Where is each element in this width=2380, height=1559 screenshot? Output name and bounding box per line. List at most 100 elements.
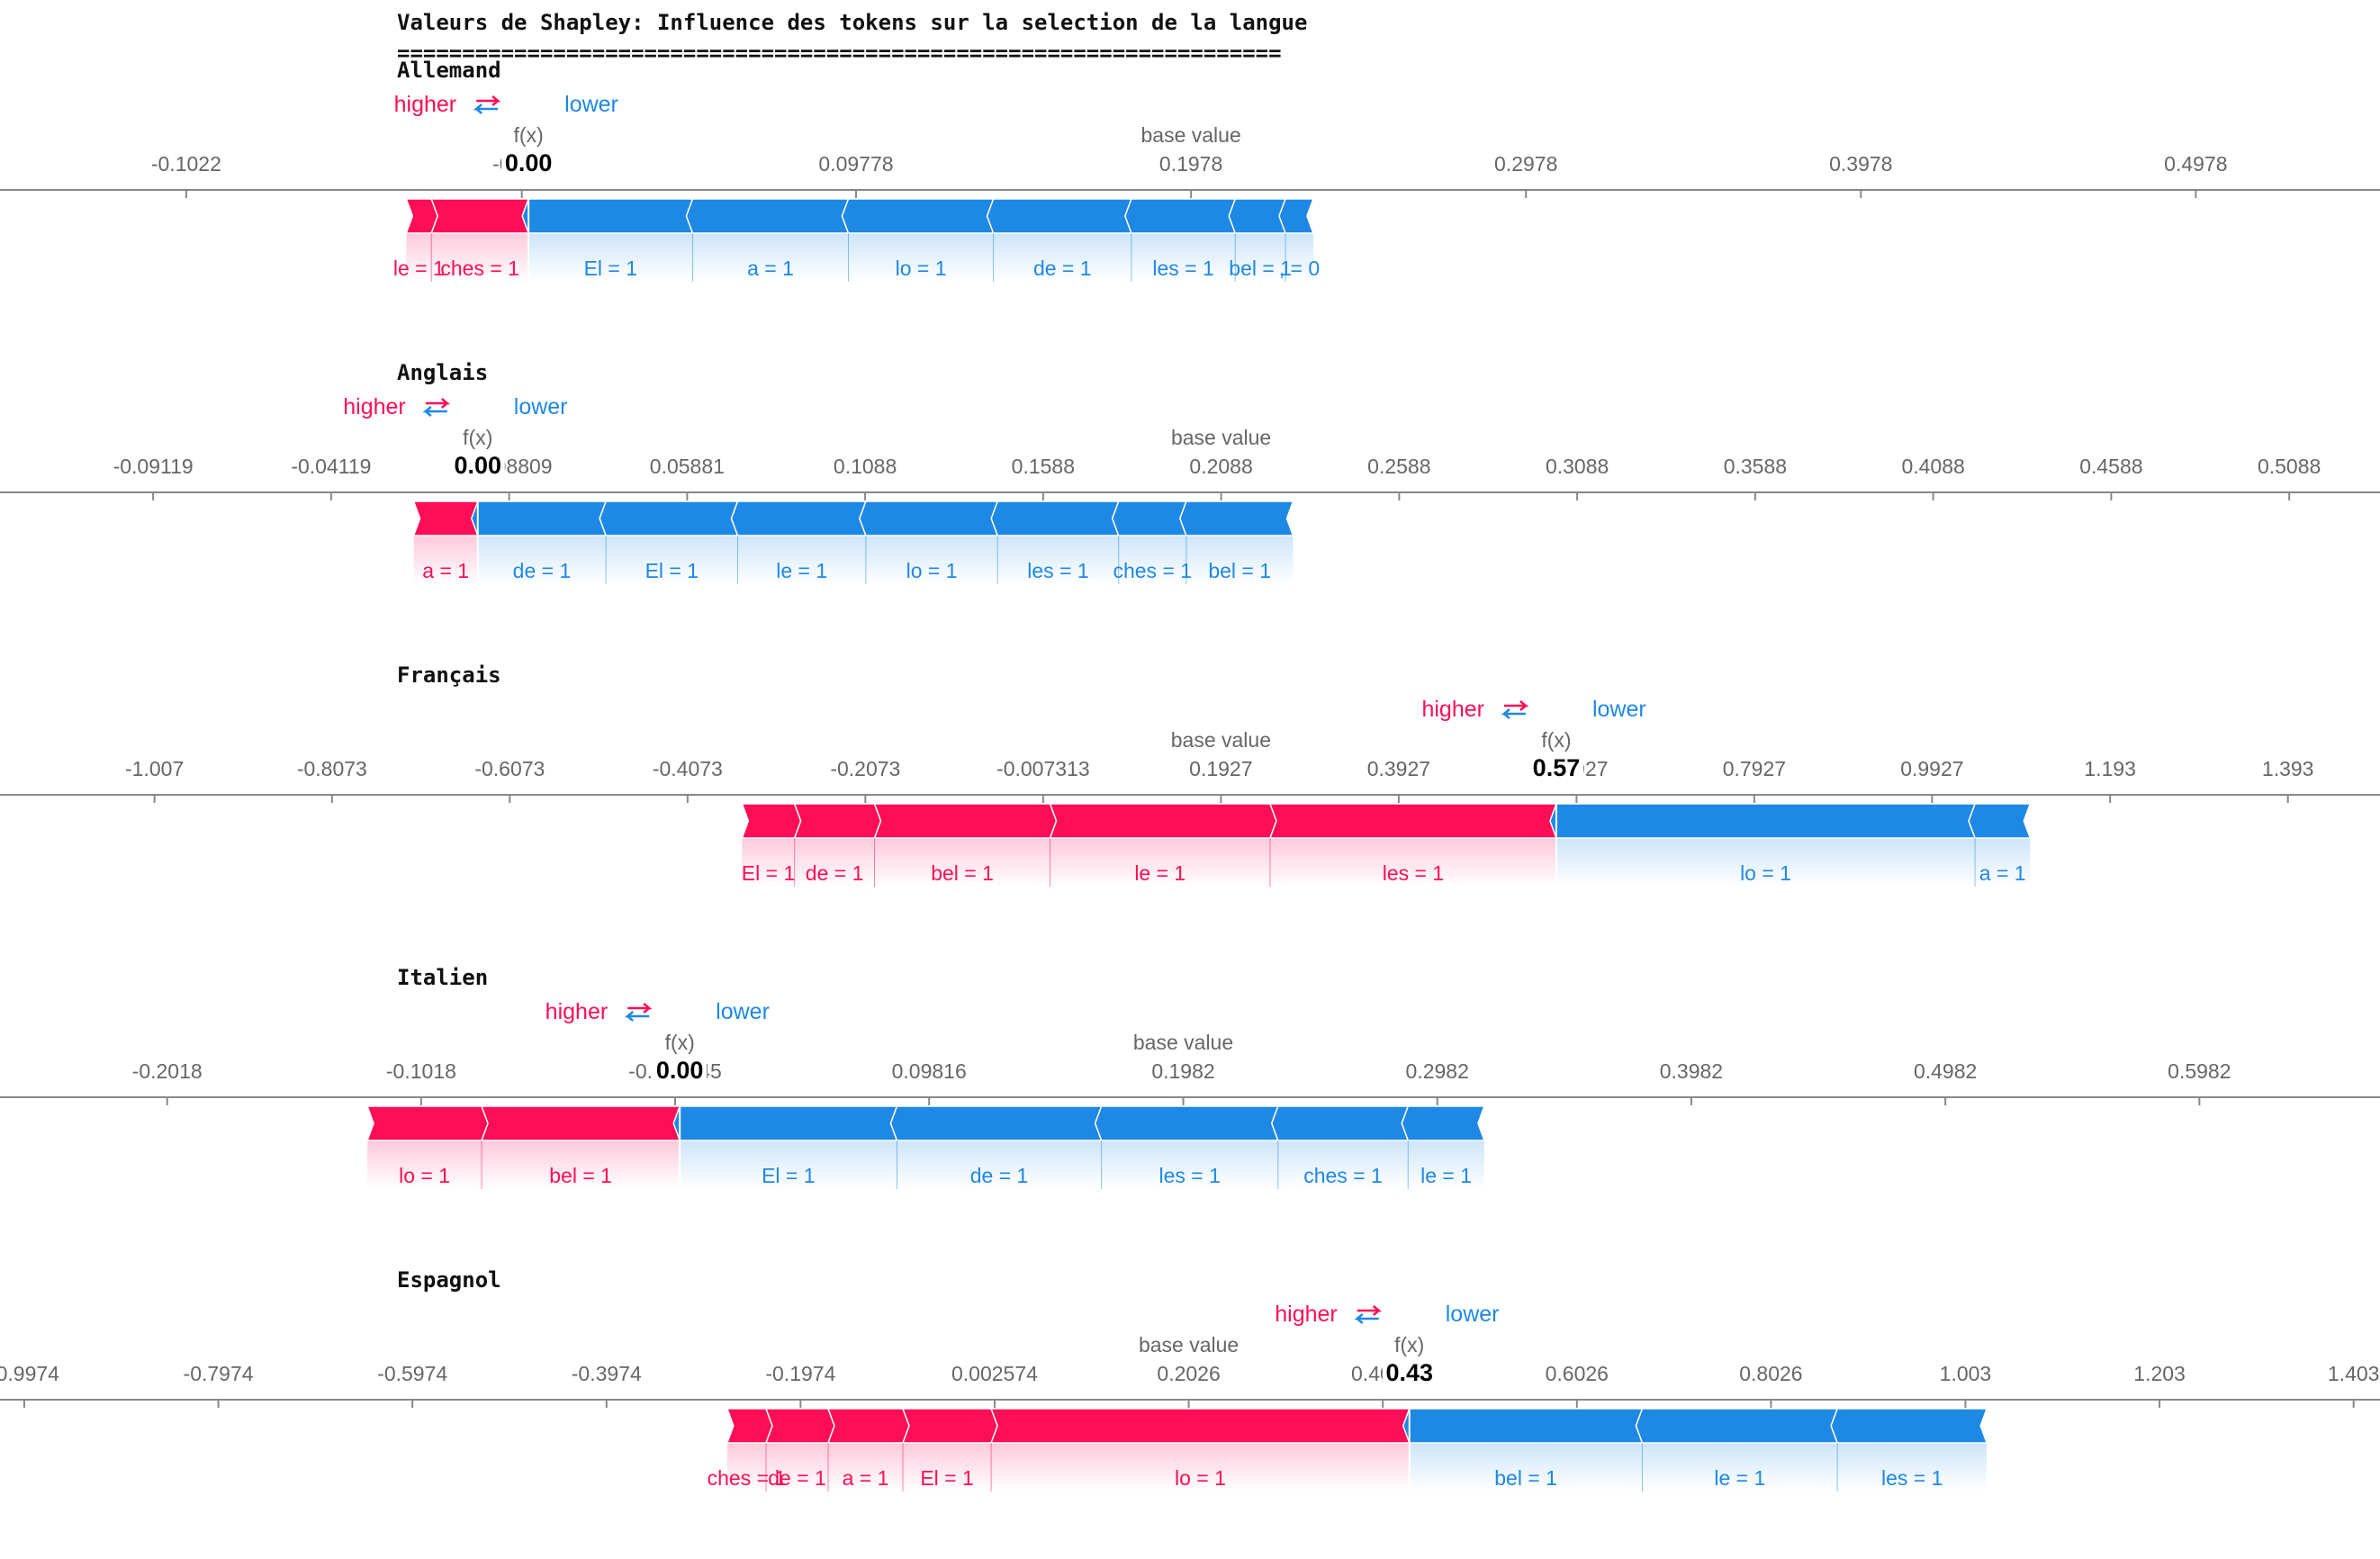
positive-segment <box>990 1408 1417 1444</box>
tick-label: 0.09816 <box>892 1059 967 1083</box>
tick-label: 0.3088 <box>1546 455 1609 478</box>
fx-label: f(x) <box>514 123 544 147</box>
negative-segment-label: lo = 1 <box>906 559 958 582</box>
negative-segment <box>990 500 1120 536</box>
segment-shade <box>406 233 432 282</box>
fx-label: f(x) <box>463 426 492 449</box>
positive-segment <box>480 1105 687 1141</box>
segment-shade <box>993 233 1131 282</box>
negative-segment <box>1111 500 1187 536</box>
positive-segment-label: bel = 1 <box>931 861 994 885</box>
tick-label: 0.1588 <box>1012 455 1075 478</box>
segment-shade <box>1235 233 1286 282</box>
positive-segment-label: lo = 1 <box>1175 1466 1226 1490</box>
tick-label: 0.8026 <box>1739 1362 1802 1385</box>
tick-label: 0.09778 <box>818 152 893 176</box>
force-plot: -1.007 -0.8073 -0.6073 -0.4073 -0.2073 -0.007… <box>0 697 2380 887</box>
positive-segment <box>741 803 802 839</box>
tick-label: 0.5088 <box>2258 455 2321 478</box>
negative-segment-label: a = 1 <box>747 257 794 280</box>
negative-segment-label: de = 1 <box>1033 257 1092 280</box>
negative-segment <box>1401 1105 1486 1141</box>
language-label: Anglais <box>397 360 489 385</box>
negative-segment-label: ches = 1 <box>1303 1164 1383 1187</box>
tick-label: 0.4978 <box>2164 152 2227 176</box>
positive-segment-label: le = 1 <box>1134 861 1185 885</box>
tick-label: 1.403 <box>2328 1362 2380 1385</box>
page-header: Valeurs de Shapley: Influence des tokens… <box>397 7 1307 68</box>
positive-segment <box>826 1408 910 1444</box>
fx-mask <box>450 452 505 479</box>
tick-label: 0.2026 <box>1157 1362 1220 1385</box>
negative-segment-label: les = 1 <box>1159 1164 1221 1187</box>
negative-segment-label: de = 1 <box>513 559 572 582</box>
positive-segment-label: de = 1 <box>806 861 864 885</box>
negative-segment <box>730 500 867 536</box>
fx-mask <box>653 1057 708 1084</box>
swap-arrows-icon <box>1354 1305 1383 1324</box>
positive-segment <box>1049 803 1277 839</box>
tick-label: 0.6026 <box>1546 1362 1609 1385</box>
positive-segment <box>901 1408 998 1444</box>
tick-label: 0.2588 <box>1367 455 1430 478</box>
force-plot: -0.2018-0.1018-0.0018450.098160.19820.29… <box>0 999 2380 1189</box>
segment-shade <box>1101 1140 1278 1189</box>
negative-segment <box>1549 803 1977 839</box>
tick-label: -0.5974 <box>377 1362 447 1385</box>
tick-label: -0.3974 <box>572 1362 642 1385</box>
segment-shade <box>726 1443 767 1491</box>
negative-segment-label: le = 1 <box>776 559 827 582</box>
negative-segment <box>1094 1105 1279 1141</box>
positive-segment <box>793 803 882 839</box>
segment-shade <box>1269 838 1556 887</box>
negative-segment <box>470 500 608 536</box>
segment-shade <box>1277 1140 1409 1189</box>
negative-segment <box>1402 1408 1644 1444</box>
negative-segment <box>1270 1105 1410 1141</box>
tick-label: 0.3588 <box>1724 455 1787 478</box>
tick-label: -0.007313 <box>996 757 1090 780</box>
fx-label: f(x) <box>1394 1333 1424 1356</box>
negative-segment-label: ches = 1 <box>1113 559 1192 582</box>
negative-segment <box>859 500 999 536</box>
segment-shade <box>606 536 738 584</box>
legend-lower: lower <box>1592 697 1646 722</box>
legend-lower: lower <box>716 999 770 1024</box>
segment-shade <box>367 1140 482 1189</box>
positive-segment <box>873 803 1058 839</box>
tick-label: -0.8073 <box>297 757 367 780</box>
tick-label: 0.4588 <box>2079 455 2142 478</box>
positive-segment-label: a = 1 <box>422 559 469 582</box>
segment-shade <box>1837 1443 1988 1491</box>
base-value-label: base value <box>1171 728 1271 752</box>
positive-segment-label: a = 1 <box>843 1466 889 1490</box>
negative-segment-label: a = 1 <box>1979 861 2026 885</box>
fx-value: 0.00 <box>505 149 553 176</box>
base-value-label: base value <box>1140 123 1240 147</box>
negative-segment <box>1124 198 1237 234</box>
fx-value: 0.43 <box>1385 1359 1433 1386</box>
positive-segment-label: El = 1 <box>920 1466 973 1490</box>
base-value-label: base value <box>1171 426 1271 449</box>
tick-label: -0.2018 <box>132 1059 203 1083</box>
segment-shade <box>1185 536 1294 584</box>
segment-shade <box>1642 1443 1838 1491</box>
legend-higher: higher <box>545 999 609 1024</box>
tick-label: 0.1088 <box>834 455 897 478</box>
segment-shade <box>1050 838 1270 887</box>
segment-shade <box>897 1140 1102 1189</box>
tick-label: -0.09119 <box>113 455 194 478</box>
negative-segment-label: de = 1 <box>970 1164 1029 1187</box>
tick-label: -0.1974 <box>765 1362 835 1385</box>
positive-segment <box>726 1408 773 1444</box>
negative-segment-label: lo = 1 <box>1740 861 1791 885</box>
negative-segment <box>1830 1408 1988 1444</box>
negative-segment-label: le = 1 <box>1420 1164 1472 1187</box>
fx-value: 0.57 <box>1533 754 1581 781</box>
base-value-label: base value <box>1133 1031 1233 1054</box>
fx-mask <box>1528 754 1583 781</box>
negative-segment-label: lo = 1 <box>896 257 947 280</box>
positive-segment-label: ches = 1 <box>708 1466 787 1490</box>
tick-label: 1.003 <box>1940 1362 1992 1385</box>
negative-segment <box>1968 803 2032 839</box>
